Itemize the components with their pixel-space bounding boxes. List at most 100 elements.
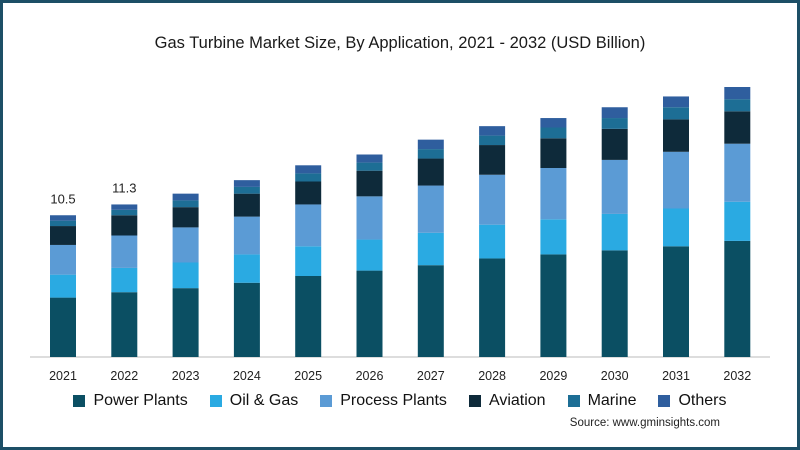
- bar-segment-2022-power-plants: [111, 292, 138, 357]
- legend-item-process-plants: Process Plants: [320, 392, 447, 410]
- legend-label-power-plants: Power Plants: [93, 392, 188, 409]
- legend-swatch-oil-gas: [209, 395, 222, 407]
- bar-segment-2024-aviation: [233, 193, 260, 217]
- bar-segment-2029-aviation: [540, 138, 567, 168]
- bar-segment-2025-process-plants: [295, 204, 322, 247]
- bar-segment-2030-process-plants: [601, 159, 628, 214]
- bar-segment-2024-marine: [233, 186, 260, 194]
- x-tick-label-2024: 2024: [233, 369, 261, 383]
- x-tick-label-2028: 2028: [478, 369, 506, 383]
- bar-segment-2021-others: [50, 215, 76, 221]
- bar-segment-2032-aviation: [724, 111, 751, 144]
- bar-segment-2021-aviation: [50, 226, 76, 245]
- bar-segment-2027-aviation: [417, 158, 444, 186]
- bar-segment-2028-power-plants: [479, 258, 506, 357]
- bar-segment-2025-marine: [295, 173, 322, 182]
- bar-segment-2030-aviation: [601, 128, 628, 160]
- bar-segment-2022-process-plants: [111, 235, 138, 268]
- x-tick-label-2029: 2029: [539, 369, 567, 383]
- bar-segment-2027-marine: [417, 149, 444, 159]
- legend-swatch-others: [658, 395, 671, 407]
- bar-segment-2022-aviation: [111, 215, 138, 236]
- bar-segment-2021-process-plants: [50, 244, 76, 275]
- data-label-2021: 10.5: [50, 191, 75, 206]
- bar-segment-2030-marine: [601, 118, 628, 129]
- bar-segment-2031-process-plants: [663, 151, 689, 209]
- x-tick-label-2022: 2022: [110, 369, 138, 383]
- x-tick-label-2025: 2025: [294, 369, 322, 383]
- bar-segment-2022-oil-gas: [111, 267, 138, 293]
- bar-segment-2030-others: [601, 107, 628, 119]
- bar-segment-2027-others: [417, 139, 444, 150]
- source-credit: Source: www.gminsights.com: [569, 417, 720, 429]
- bar-segment-2029-others: [540, 118, 567, 128]
- bar-segment-2028-oil-gas: [479, 224, 506, 259]
- bar-segment-2023-oil-gas: [172, 262, 199, 289]
- bar-segment-2027-power-plants: [417, 265, 444, 357]
- bar-segment-2024-oil-gas: [233, 254, 260, 283]
- x-tick-label-2030: 2030: [601, 369, 629, 383]
- legend-label-marine: Marine: [587, 392, 637, 409]
- chart-legend: Power Plants Oil & Gas Process Plants Aviat…: [0, 392, 800, 410]
- x-tick-label-2031: 2031: [662, 369, 690, 383]
- bar-segment-2024-process-plants: [233, 216, 260, 255]
- bar-segment-2023-marine: [172, 200, 199, 208]
- bar-segment-2024-power-plants: [233, 282, 260, 357]
- bar-segment-2028-marine: [479, 135, 506, 146]
- bar-segment-2029-marine: [540, 127, 567, 139]
- x-tick-label-2032: 2032: [723, 369, 751, 383]
- legend-item-aviation: Aviation: [468, 392, 546, 410]
- bar-segment-2030-power-plants: [601, 250, 628, 357]
- bar-segment-2025-aviation: [295, 181, 322, 205]
- bar-segment-2027-oil-gas: [417, 232, 444, 266]
- legend-label-process-plants: Process Plants: [340, 392, 447, 409]
- bar-segment-2028-aviation: [479, 145, 506, 175]
- legend-item-marine: Marine: [567, 392, 637, 410]
- bar-segment-2032-power-plants: [724, 240, 751, 357]
- x-tick-label-2021: 2021: [49, 369, 77, 383]
- bar-segment-2029-process-plants: [540, 168, 567, 220]
- bar-segment-2026-oil-gas: [356, 239, 383, 271]
- bar-segment-2031-oil-gas: [663, 208, 689, 247]
- bar-segment-2030-oil-gas: [601, 213, 628, 251]
- bar-segment-2029-oil-gas: [540, 219, 567, 255]
- bar-segment-2025-power-plants: [295, 276, 322, 357]
- bar-segment-2026-aviation: [356, 170, 383, 197]
- x-tick-label-2026: 2026: [356, 369, 384, 383]
- bar-segment-2031-marine: [663, 107, 689, 120]
- legend-item-others: Others: [658, 392, 727, 410]
- bar-segment-2032-oil-gas: [724, 201, 751, 241]
- legend-label-oil-gas: Oil & Gas: [229, 392, 299, 409]
- bar-segment-2032-process-plants: [724, 143, 751, 202]
- bar-segment-2021-oil-gas: [50, 274, 76, 298]
- bar-segment-2023-others: [172, 193, 199, 201]
- bar-segment-2028-process-plants: [479, 174, 506, 225]
- legend-swatch-marine: [567, 395, 580, 407]
- x-tick-label-2027: 2027: [417, 369, 445, 383]
- bar-segment-2032-marine: [724, 99, 751, 112]
- legend-swatch-power-plants: [73, 395, 86, 407]
- bar-segment-2022-others: [111, 204, 138, 210]
- bar-segment-2027-process-plants: [417, 185, 444, 233]
- bar-segment-2026-others: [356, 154, 383, 163]
- bar-segment-2022-marine: [111, 209, 138, 216]
- bar-segment-2026-power-plants: [356, 270, 383, 357]
- chart-title: Gas Turbine Market Size, By Application,…: [154, 34, 646, 52]
- bar-segment-2028-others: [479, 126, 506, 136]
- legend-item-power-plants: Power Plants: [73, 392, 188, 410]
- bar-segment-2024-others: [233, 180, 260, 187]
- bar-segment-2021-marine: [50, 220, 76, 227]
- bar-segment-2025-others: [295, 165, 322, 174]
- bar-segment-2026-process-plants: [356, 196, 383, 240]
- legend-label-others: Others: [678, 392, 727, 409]
- bar-segment-2032-others: [724, 87, 751, 100]
- bar-segment-2029-power-plants: [540, 254, 567, 357]
- bar-segment-2031-others: [663, 96, 689, 108]
- bar-segment-2031-aviation: [663, 119, 689, 152]
- bar-segment-2025-oil-gas: [295, 246, 322, 276]
- legend-item-oil-gas: Oil & Gas: [209, 392, 299, 410]
- legend-label-aviation: Aviation: [488, 392, 546, 409]
- bar-segment-2021-power-plants: [50, 297, 76, 357]
- legend-swatch-aviation: [468, 395, 481, 407]
